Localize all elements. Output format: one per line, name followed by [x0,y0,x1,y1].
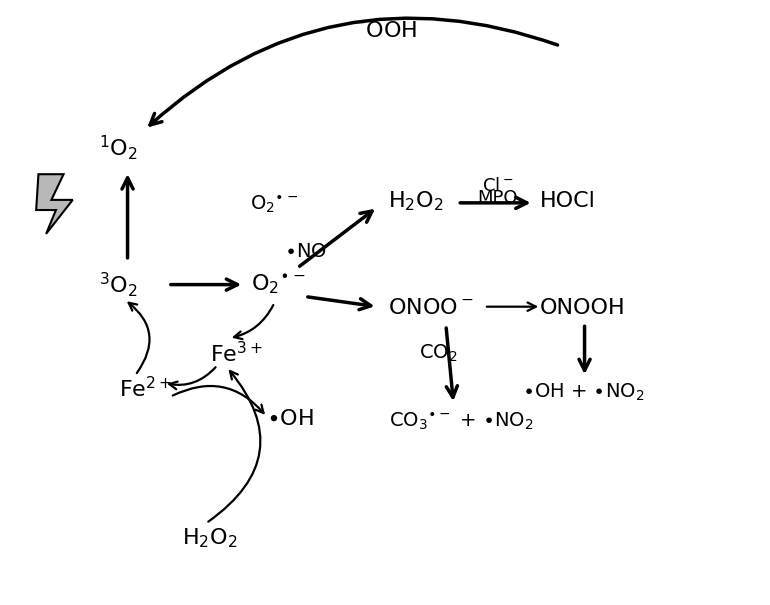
Text: $^{-}$OOH: $^{-}$OOH [353,21,417,41]
Text: CO$_2$: CO$_2$ [419,342,457,364]
Polygon shape [36,174,72,234]
Text: H$_2$O$_2$: H$_2$O$_2$ [182,526,237,550]
Text: $\bullet$OH: $\bullet$OH [266,409,313,429]
Text: Fe$^{3+}$: Fe$^{3+}$ [210,341,263,366]
Text: $^1$O$_2$: $^1$O$_2$ [99,133,138,162]
Text: O$_2$$^{\bullet -}$: O$_2$$^{\bullet -}$ [250,194,299,215]
Text: CO$_3$$^{\bullet -}$ + $\bullet$NO$_2$: CO$_3$$^{\bullet -}$ + $\bullet$NO$_2$ [389,411,534,433]
Text: $^3$O$_2$: $^3$O$_2$ [99,270,138,299]
Text: MPO: MPO [477,189,518,207]
Text: Cl$^-$: Cl$^-$ [482,177,514,195]
Text: ONOO$^-$: ONOO$^-$ [388,298,474,318]
Text: $\bullet$NO: $\bullet$NO [283,242,326,261]
Text: $\bullet$OH + $\bullet$NO$_2$: $\bullet$OH + $\bullet$NO$_2$ [522,381,644,403]
Text: O$_2$$^{\bullet -}$: O$_2$$^{\bullet -}$ [251,273,306,296]
Text: H$_2$O$_2$: H$_2$O$_2$ [388,189,444,213]
Text: Fe$^{2+}$: Fe$^{2+}$ [119,376,172,402]
Text: HOCl: HOCl [540,191,596,211]
Text: ONOOH: ONOOH [541,298,626,318]
